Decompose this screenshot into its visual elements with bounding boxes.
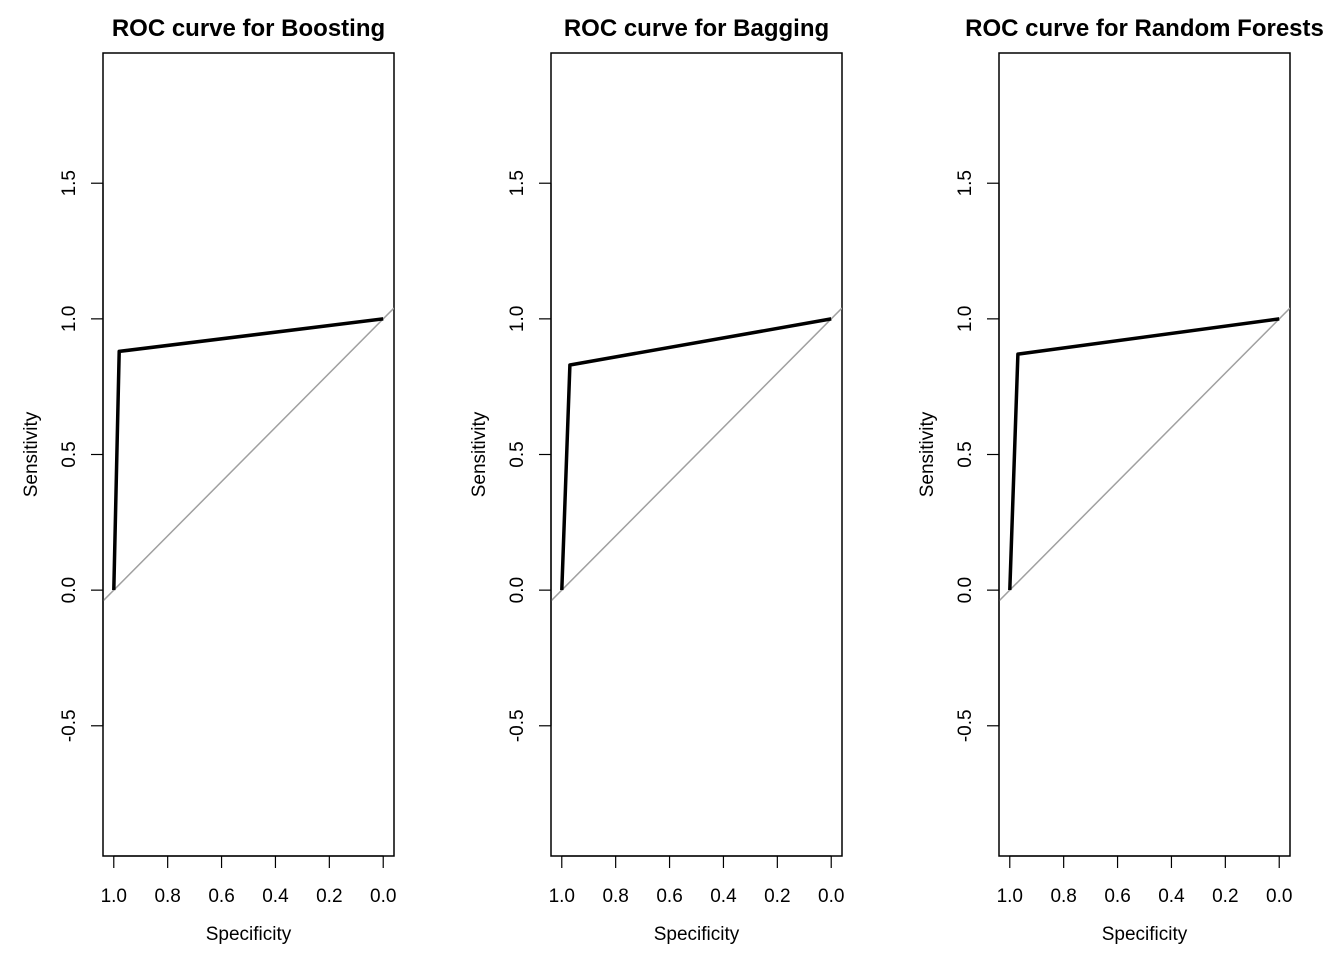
x-tick-label: 0.4 <box>262 886 289 907</box>
reference-diagonal-line <box>551 307 842 602</box>
x-tick-label: 0.8 <box>1050 886 1076 907</box>
y-tick-label: 0.0 <box>507 577 528 603</box>
x-axis-label: Specificity <box>654 924 740 945</box>
x-tick-label: 0.6 <box>656 886 682 907</box>
x-tick-label: 0.4 <box>710 886 737 907</box>
x-tick-label: 0.2 <box>764 886 790 907</box>
x-tick-label: 0.6 <box>208 886 234 907</box>
y-axis-label: Sensitivity <box>469 411 490 497</box>
x-tick-label: 0.4 <box>1158 886 1185 907</box>
chart-title: ROC curve for Boosting <box>112 15 385 42</box>
y-tick-label: 1.5 <box>59 170 80 196</box>
x-tick-label: 0.8 <box>154 886 180 907</box>
y-tick-label: 1.0 <box>955 306 976 332</box>
y-tick-label: 0.5 <box>507 441 528 467</box>
x-tick-label: 1.0 <box>101 886 127 907</box>
x-tick-label: 0.0 <box>1266 886 1292 907</box>
roc-curve-line <box>112 317 384 591</box>
chart-panel-1: ROC curve for Boosting 1.0 0.8 0.6 0.4 0.2 0.0… <box>21 15 396 945</box>
x-tick-label: 0.2 <box>316 886 342 907</box>
y-tick-label: 1.0 <box>507 306 528 332</box>
y-tick-label: 1.5 <box>955 170 976 196</box>
y-tick-label: 0.5 <box>955 441 976 467</box>
reference-diagonal-line <box>103 307 394 602</box>
x-tick-label: 1.0 <box>549 886 575 907</box>
x-tick-label: 0.2 <box>1212 886 1238 907</box>
plot-area <box>103 307 394 602</box>
x-tick-label: 1.0 <box>997 886 1023 907</box>
x-tick-label: 0.0 <box>818 886 844 907</box>
roc-curve-line <box>1008 317 1280 591</box>
x-tick-label: 0.0 <box>370 886 396 907</box>
x-axis-label: Specificity <box>1102 924 1188 945</box>
y-tick-label: 0.5 <box>59 441 80 467</box>
plot-area <box>551 307 842 602</box>
chart-title: ROC curve for Random Forests <box>965 15 1324 42</box>
y-tick-label: 0.0 <box>955 577 976 603</box>
x-tick-label: 0.8 <box>602 886 628 907</box>
y-tick-label: -0.5 <box>955 709 976 742</box>
y-tick-label: 1.0 <box>59 306 80 332</box>
y-axis-label: Sensitivity <box>917 411 938 497</box>
chart-panel-3: ROC curve for Random Forests 1.0 0.8 0.6 0.4… <box>917 15 1324 945</box>
y-tick-label: 0.0 <box>59 577 80 603</box>
y-tick-label: -0.5 <box>507 709 528 742</box>
roc-curve-line <box>560 317 832 591</box>
x-tick-label: 0.6 <box>1104 886 1130 907</box>
plot-area <box>999 307 1290 602</box>
y-tick-label: 1.5 <box>507 170 528 196</box>
reference-diagonal-line <box>999 307 1290 602</box>
y-tick-label: -0.5 <box>59 709 80 742</box>
x-axis-label: Specificity <box>206 924 292 945</box>
chart-panel-2: ROC curve for Bagging 1.0 0.8 0.6 0.4 0.2 0.0 S… <box>469 15 844 945</box>
chart-title: ROC curve for Bagging <box>564 15 829 42</box>
y-axis-label: Sensitivity <box>21 411 42 497</box>
